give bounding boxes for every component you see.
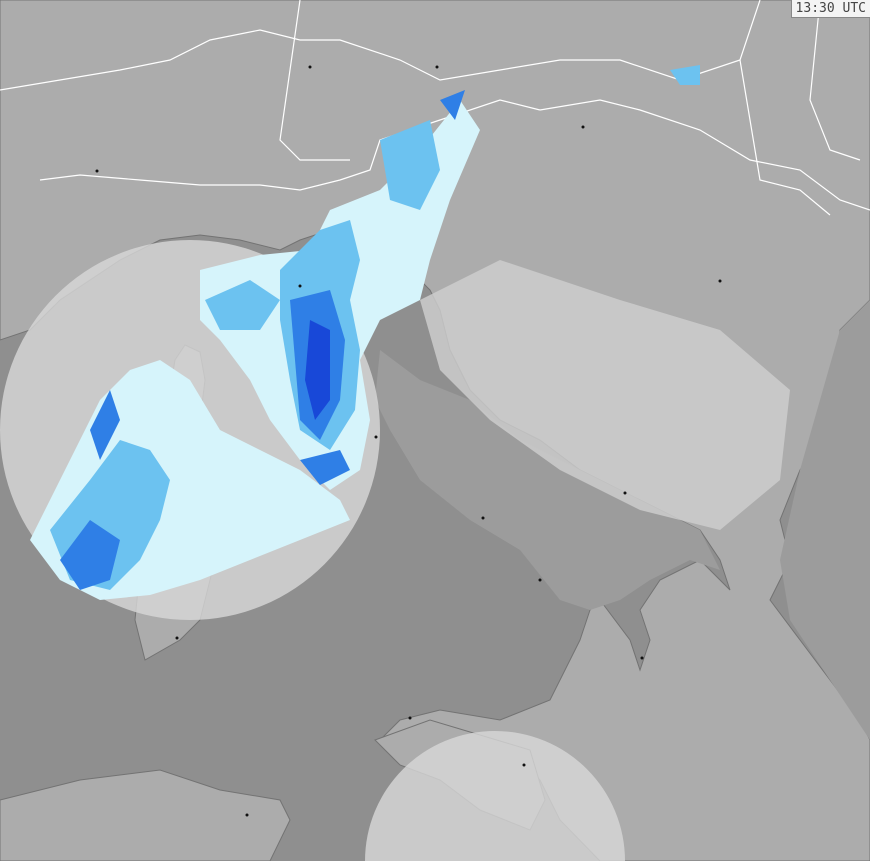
precipitation <box>30 65 700 600</box>
city-markers <box>95 65 722 817</box>
timestamp-label: 13:30 UTC <box>790 0 870 18</box>
darker-land <box>375 300 870 740</box>
